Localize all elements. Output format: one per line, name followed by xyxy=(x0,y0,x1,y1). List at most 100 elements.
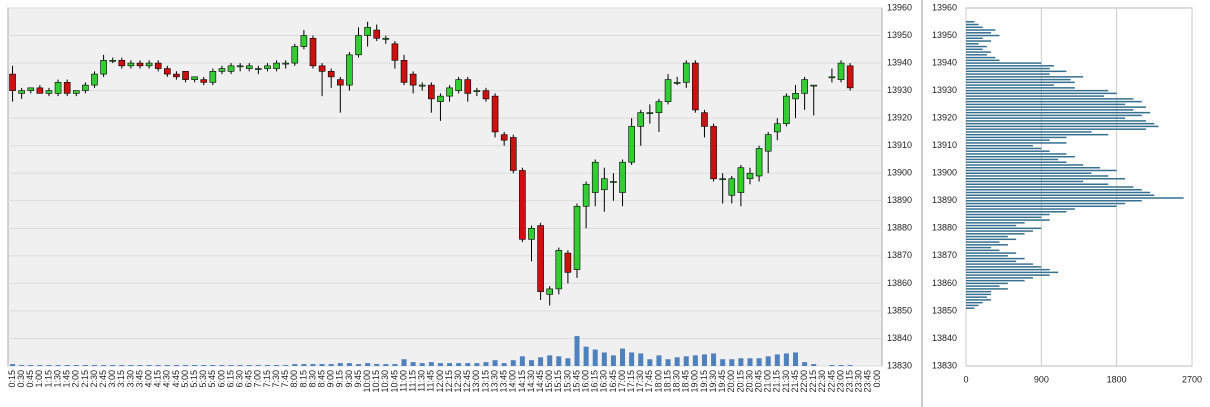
profile-bar xyxy=(966,296,987,298)
x-tick-label: 21:45 xyxy=(790,370,800,393)
volume-bar xyxy=(28,365,34,366)
x-tick-label: 4:15 xyxy=(153,370,163,388)
volume-bar xyxy=(492,360,498,366)
volume-bar xyxy=(847,365,853,366)
profile-bar xyxy=(966,224,1017,227)
x-tick-label: 9:15 xyxy=(335,370,345,388)
profile-bar xyxy=(966,169,1117,172)
profile-bar xyxy=(966,23,979,26)
candle-body xyxy=(182,71,189,80)
profile-bar xyxy=(966,73,1050,75)
profile-bar xyxy=(966,216,1042,219)
candle-body xyxy=(646,112,654,114)
volume-bar xyxy=(374,364,380,366)
profile-bar xyxy=(966,21,975,23)
candle-body xyxy=(591,161,599,193)
x-tick-label: 1:30 xyxy=(52,370,62,388)
profile-bar xyxy=(966,133,1109,136)
x-tick-label: 3:30 xyxy=(125,370,135,388)
x-tick-label: 7:45 xyxy=(280,370,290,388)
candle-body xyxy=(255,68,262,70)
profile-bar xyxy=(966,164,1084,166)
profile-bar xyxy=(966,92,1117,95)
x-tick-label: 3:00 xyxy=(107,370,117,388)
volume-bar xyxy=(601,352,607,366)
x-tick-label: 5:30 xyxy=(198,370,208,388)
profile-bar xyxy=(966,263,1033,265)
x-tick-label: 13:00 xyxy=(471,370,481,393)
volume-bar xyxy=(346,363,352,366)
volume-bar xyxy=(73,365,79,366)
x-tick-label: 19:00 xyxy=(690,370,700,393)
volume-bar xyxy=(802,362,808,366)
profile-bar xyxy=(966,117,1126,119)
volume-bar xyxy=(437,363,443,366)
y-tick-label: 13860 xyxy=(887,278,912,288)
x-tick-label: 10:00 xyxy=(362,370,372,393)
candle-body xyxy=(218,68,226,72)
y-tick-label: 13940 xyxy=(887,57,912,67)
profile-bar xyxy=(966,81,1075,84)
volume-bar xyxy=(447,363,453,366)
profile-bar xyxy=(966,200,1142,202)
candle-body xyxy=(500,134,508,141)
volume-bar xyxy=(356,364,362,366)
candle-body xyxy=(464,79,472,94)
profile-bar xyxy=(966,189,1142,191)
candle-body xyxy=(209,71,217,83)
candle-body xyxy=(428,84,435,100)
candle-body xyxy=(273,62,280,69)
y-tick-label: 13880 xyxy=(887,223,912,233)
candle-body xyxy=(692,62,699,111)
candle-body xyxy=(409,73,417,86)
x-tick-label: 17:30 xyxy=(635,370,645,393)
volume-bar xyxy=(592,349,598,366)
candle-body xyxy=(719,178,726,181)
profile-bar xyxy=(966,103,1126,106)
profile-bar xyxy=(966,67,1050,70)
candle-body xyxy=(327,71,335,78)
y-tick-label: 13830 xyxy=(887,360,912,370)
profile-bar xyxy=(966,222,1025,224)
x-tick-label: 10:45 xyxy=(389,370,399,393)
profile-bar xyxy=(966,271,1059,274)
profile-bar xyxy=(966,244,1008,246)
profile-bar xyxy=(966,227,1042,230)
candle-body xyxy=(555,250,563,290)
candle-body xyxy=(564,252,572,273)
candle-body xyxy=(546,288,553,295)
profile-bar xyxy=(966,114,1142,117)
volume-bar xyxy=(793,352,799,366)
candle-body xyxy=(701,112,708,127)
candle-body xyxy=(519,170,526,240)
profile-bar xyxy=(966,78,1071,81)
profile-bar xyxy=(966,70,1067,73)
profile-bar xyxy=(966,288,1008,290)
profile-bar xyxy=(966,100,1142,103)
x-tick-label: 23:15 xyxy=(845,370,855,393)
volume-bar xyxy=(219,365,225,366)
volume-bar xyxy=(647,359,653,366)
profile-bar xyxy=(966,95,1105,97)
profile-bar xyxy=(966,208,1075,210)
volume-bar xyxy=(683,356,689,366)
profile-bar xyxy=(966,37,983,40)
x-tick-label: 21:00 xyxy=(763,370,773,393)
x-tick-label: 4:00 xyxy=(143,370,153,388)
candle-body xyxy=(655,101,663,113)
candle-body xyxy=(610,181,617,183)
candle-body xyxy=(509,137,517,171)
y-tick-label: 13870 xyxy=(887,250,912,260)
x-tick-label: 14:45 xyxy=(535,370,545,393)
volume-bar xyxy=(119,365,125,366)
profile-bar xyxy=(966,111,1151,114)
x-tick-label: 17:00 xyxy=(617,370,627,393)
plot-area xyxy=(7,7,883,367)
volume-bar xyxy=(638,353,644,366)
volume-bar xyxy=(483,362,489,366)
profile-bar xyxy=(966,211,1067,213)
profile-bar xyxy=(966,235,1008,238)
candle-body xyxy=(619,161,626,193)
candle-body xyxy=(200,79,208,83)
volume-bar xyxy=(583,346,589,366)
